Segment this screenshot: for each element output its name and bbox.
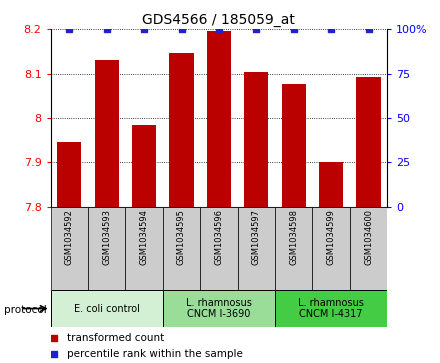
Bar <box>88 207 125 290</box>
Text: GSM1034599: GSM1034599 <box>326 209 336 265</box>
Text: L. rhamnosus
CNCM I-4317: L. rhamnosus CNCM I-4317 <box>298 298 364 319</box>
Bar <box>51 290 163 327</box>
Bar <box>275 207 312 290</box>
Bar <box>319 162 343 207</box>
Bar <box>244 72 268 207</box>
Text: GSM1034592: GSM1034592 <box>65 209 74 265</box>
Bar <box>125 207 163 290</box>
Bar <box>282 84 306 207</box>
Bar <box>57 142 81 207</box>
Text: percentile rank within the sample: percentile rank within the sample <box>67 349 243 359</box>
Text: GSM1034594: GSM1034594 <box>139 209 149 265</box>
Text: E. coli control: E. coli control <box>74 303 139 314</box>
Text: GSM1034595: GSM1034595 <box>177 209 186 265</box>
Bar <box>200 207 238 290</box>
Bar <box>163 290 275 327</box>
Bar <box>163 207 200 290</box>
Bar <box>356 77 381 207</box>
Text: GSM1034596: GSM1034596 <box>214 209 224 265</box>
Bar <box>95 60 119 207</box>
Bar <box>238 207 275 290</box>
Text: protocol: protocol <box>4 305 47 315</box>
Title: GDS4566 / 185059_at: GDS4566 / 185059_at <box>143 13 295 26</box>
Text: GSM1034593: GSM1034593 <box>102 209 111 265</box>
Text: L. rhamnosus
CNCM I-3690: L. rhamnosus CNCM I-3690 <box>186 298 252 319</box>
Bar <box>275 290 387 327</box>
Bar <box>350 207 387 290</box>
Text: transformed count: transformed count <box>67 333 165 343</box>
Text: GSM1034598: GSM1034598 <box>289 209 298 265</box>
Bar <box>207 31 231 207</box>
Bar <box>132 125 156 207</box>
Text: GSM1034597: GSM1034597 <box>252 209 261 265</box>
Bar <box>312 207 350 290</box>
Bar <box>51 207 88 290</box>
Bar <box>169 53 194 207</box>
Text: GSM1034600: GSM1034600 <box>364 209 373 265</box>
